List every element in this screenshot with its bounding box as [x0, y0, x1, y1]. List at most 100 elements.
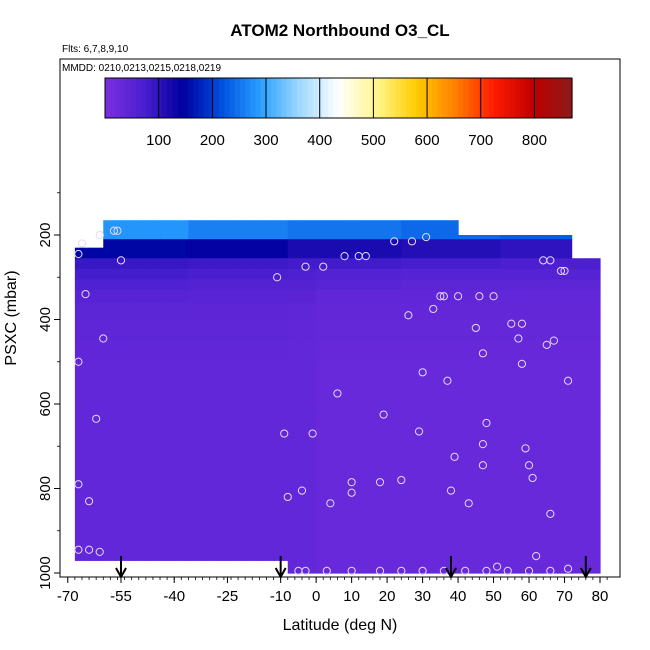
heatmap-cell: [500, 239, 516, 259]
heatmap-cell: [202, 302, 218, 321]
heatmap-cell: [245, 513, 260, 540]
heatmap-cell: [585, 437, 601, 464]
heatmap-cell: [443, 387, 459, 414]
heatmap-cell: [145, 387, 161, 414]
sample-point: [397, 475, 406, 485]
heatmap-cell: [387, 513, 402, 540]
colorbar-swatch: [447, 78, 454, 118]
sample-point: [418, 368, 427, 377]
heatmap-cell: [259, 387, 275, 414]
heatmap-cell: [301, 387, 317, 414]
heatmap-cell: [585, 387, 601, 414]
heatmap-cell: [188, 319, 204, 342]
heatmap-cell: [543, 361, 559, 388]
heatmap-cell: [543, 539, 559, 561]
heatmap-cell: [202, 319, 218, 342]
heatmap-cell: [230, 239, 246, 259]
heatmap-cell: [330, 463, 346, 490]
heatmap-cell: [429, 560, 445, 574]
heatmap-cell: [287, 437, 303, 464]
heatmap-cell: [131, 220, 147, 240]
heatmap-cell: [131, 488, 147, 515]
x-tick-label: -70: [57, 588, 79, 605]
heatmap-cell: [259, 258, 275, 270]
heatmap-cell: [301, 539, 317, 561]
heatmap-cell: [216, 361, 232, 388]
heatmap-cell: [103, 412, 119, 439]
sample-point: [489, 292, 498, 301]
heatmap-cell: [500, 361, 516, 388]
heatmap-cell: [131, 340, 147, 363]
heatmap-cell: [585, 488, 601, 515]
heatmap-cell: [131, 319, 147, 342]
colorbar-swatch: [110, 78, 116, 118]
heatmap-cell: [571, 302, 587, 321]
heatmap-cell: [458, 513, 473, 540]
sample-point: [84, 497, 94, 506]
heatmap-cell: [230, 268, 246, 280]
sample-point: [478, 440, 488, 449]
colorbar-swatch: [307, 78, 314, 118]
colorbar-swatch: [120, 78, 127, 118]
heatmap-cell: [316, 340, 331, 363]
heatmap-cell: [301, 319, 317, 342]
heatmap-cell: [103, 488, 119, 515]
y-tick-label: 200: [37, 222, 54, 247]
heatmap-cell: [160, 268, 175, 280]
heatmap-cell: [429, 361, 445, 388]
heatmap-cell: [316, 220, 331, 240]
heatmap-cell: [443, 539, 459, 561]
heatmap-cell: [358, 560, 374, 574]
heatmap-cell: [160, 340, 175, 363]
heatmap-cell: [74, 279, 90, 291]
heatmap-cell: [230, 279, 246, 291]
heatmap-cell: [344, 539, 360, 561]
heatmap-cell: [486, 539, 502, 561]
colorbar-swatch: [265, 78, 272, 118]
heatmap-cell: [344, 488, 360, 515]
heatmap-cell: [145, 437, 161, 464]
colorbar-swatch: [348, 78, 355, 118]
heatmap-cell: [458, 412, 473, 439]
heatmap-cell: [557, 279, 573, 291]
heatmap-cell: [500, 387, 516, 414]
heatmap-cell: [245, 268, 260, 280]
colorbar-swatch: [151, 78, 158, 118]
heatmap-cell: [472, 361, 488, 388]
sample-point: [517, 319, 527, 328]
y-axis-title: PSXC (mbar): [3, 270, 20, 365]
heatmap-cell: [216, 239, 232, 259]
heatmap-cell: [117, 268, 133, 280]
heatmap-cell: [500, 539, 516, 561]
heatmap-cell: [230, 539, 246, 561]
heatmap-cell: [543, 319, 559, 342]
colorbar-tick-label: 700: [468, 132, 493, 149]
heatmap-cell: [387, 463, 402, 490]
colorbar-swatch: [416, 78, 423, 118]
colorbar-swatch: [291, 78, 298, 118]
heatmap-cell: [301, 220, 317, 240]
sample-point: [74, 480, 83, 489]
heatmap-cell: [316, 437, 331, 464]
heatmap-cell: [472, 539, 488, 561]
heatmap-cell: [245, 239, 260, 259]
heatmap-cell: [372, 340, 388, 363]
heatmap-cell: [174, 340, 190, 363]
heatmap-cell: [74, 268, 90, 280]
heatmap-cell: [372, 302, 388, 321]
heatmap-cell: [174, 302, 190, 321]
colorbar-swatch: [162, 78, 168, 118]
heatmap-cell: [160, 387, 175, 414]
sample-point: [109, 226, 119, 235]
heatmap-cell: [103, 258, 119, 270]
heatmap-cell: [372, 239, 388, 259]
heatmap-cell: [259, 319, 275, 342]
heatmap-cell: [273, 387, 289, 414]
sample-point: [422, 233, 431, 242]
colorbar-swatch: [561, 78, 568, 118]
colorbar-frame: [104, 77, 573, 119]
heatmap-cell: [472, 268, 488, 280]
heatmap-cell: [103, 361, 119, 388]
heatmap-cell: [174, 258, 190, 270]
